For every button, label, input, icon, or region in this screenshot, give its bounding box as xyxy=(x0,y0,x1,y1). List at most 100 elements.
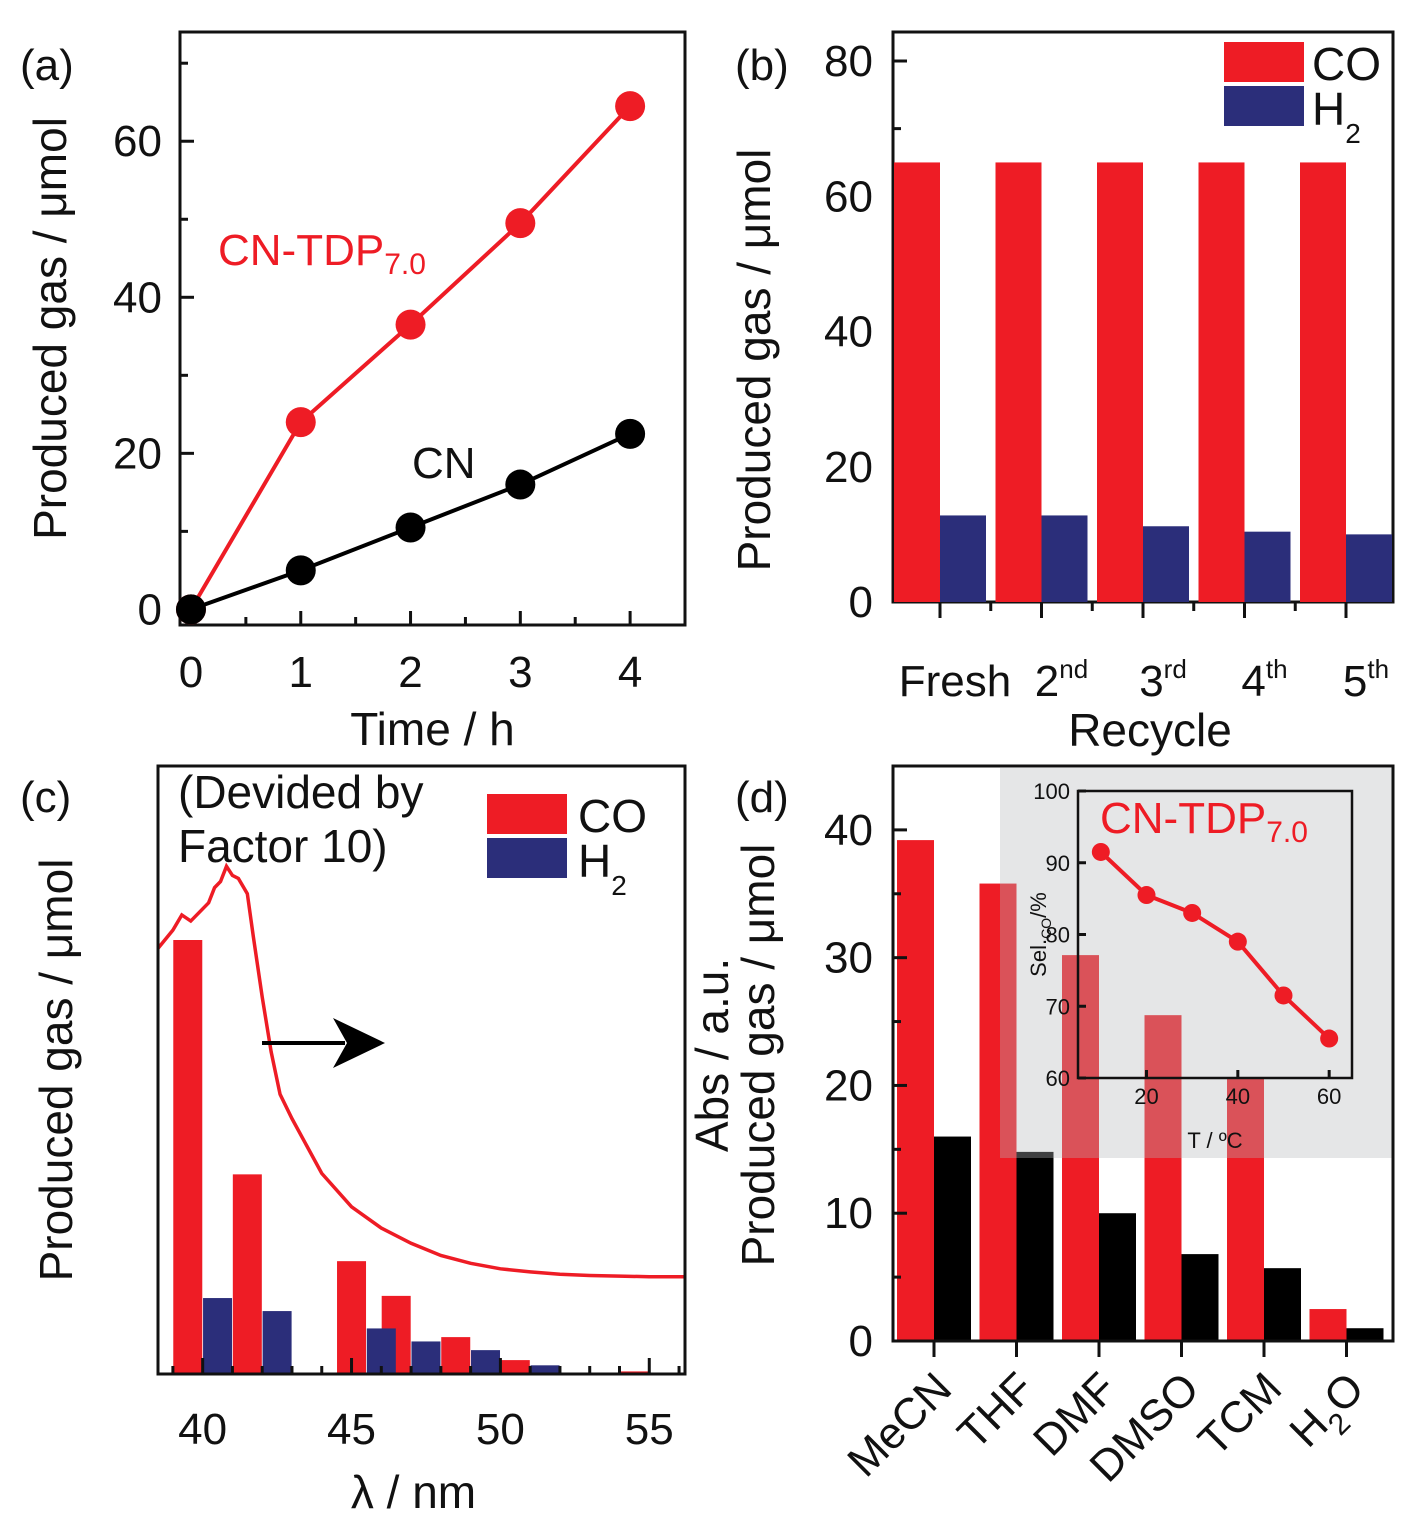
legend-swatch-co xyxy=(487,794,567,834)
inset-y-tick-label: 100 xyxy=(1033,779,1070,804)
inset-ylabel-subscript: CO xyxy=(1038,918,1054,939)
tick-superscript: rd xyxy=(1164,654,1187,684)
y-axis-label-abs: Abs / a.u. xyxy=(686,958,738,1152)
inset-y-tick-label: 80 xyxy=(1046,923,1070,948)
panel-c: (c) 40 45 50 55 λ / nm Produced gas / μmol (Dev… xyxy=(20,764,687,1518)
y-axis-label-c: Produced gas / μmol xyxy=(30,859,82,1282)
panel-label-b: (b) xyxy=(735,41,789,90)
y-axis-label-gas: Produced gas / μmol xyxy=(732,844,784,1267)
legend-label-h2: H2 xyxy=(578,835,627,901)
y-tick-label: 0 xyxy=(849,1317,873,1366)
inset-data-point xyxy=(1091,842,1110,861)
tick-base: H xyxy=(1280,1399,1337,1456)
tick-base: MeCN xyxy=(838,1363,961,1486)
x-tick-label: 1 xyxy=(289,648,313,697)
x-tick-label: 4 xyxy=(618,648,642,697)
absorbance-curve xyxy=(156,862,685,1279)
tick-tail: O xyxy=(1315,1363,1374,1422)
y-tick-label: 20 xyxy=(824,1061,873,1110)
bar-co xyxy=(500,1360,530,1374)
plot-frame-d xyxy=(891,764,1395,1343)
bar-h2 xyxy=(411,1341,441,1374)
legend-subscript: 2 xyxy=(1345,118,1361,149)
bar-co xyxy=(1309,1309,1347,1341)
x-tick-label: 50 xyxy=(476,1405,525,1454)
bar-h2 xyxy=(1181,1254,1219,1341)
inset-data-point xyxy=(1274,986,1293,1005)
x-tick-label: 45 xyxy=(327,1405,376,1454)
y-tick-label: 10 xyxy=(824,1189,873,1238)
plot-frame-c xyxy=(156,764,687,1376)
bar-co xyxy=(1062,955,1099,1341)
panel-label-a: (a) xyxy=(20,41,74,90)
legend-text: H xyxy=(578,835,611,887)
x-tick-label: Fresh xyxy=(899,657,1011,706)
inset-x-axis-label: T / ºC xyxy=(1187,1128,1242,1153)
bar-h2 xyxy=(1099,1213,1136,1341)
data-point-cn xyxy=(175,594,206,625)
bar-h2 xyxy=(530,1365,560,1374)
bar-co xyxy=(995,162,1042,602)
bar-h2 xyxy=(934,1136,971,1341)
inset-data-point xyxy=(1228,932,1247,951)
x-tick-label: H2O xyxy=(1280,1363,1381,1464)
tick-base: 2 xyxy=(1035,657,1059,706)
x-tick-label: 2nd xyxy=(1035,654,1088,706)
x-tick-label: 55 xyxy=(625,1405,674,1454)
tick-superscript: th xyxy=(1266,654,1288,684)
bar-h2 xyxy=(471,1350,501,1374)
inset-ylabel-tail: /% xyxy=(1026,892,1051,918)
bar-h2 xyxy=(1143,526,1189,602)
data-point-cn xyxy=(285,555,316,586)
bar-h2 xyxy=(1244,531,1291,602)
series-label-cn: CN xyxy=(412,439,476,488)
legend-swatch-h2 xyxy=(487,838,567,878)
y-tick-label: 0 xyxy=(849,578,873,627)
y-tick-label: 0 xyxy=(138,585,162,634)
bar-h2 xyxy=(1016,1151,1054,1341)
bar-co xyxy=(1097,162,1143,602)
inset-y-axis-label: Sel.CO/% xyxy=(1026,892,1054,977)
x-axis-label-a: Time / h xyxy=(350,703,514,755)
tick-base: THF xyxy=(948,1363,1043,1458)
legend-subscript: 2 xyxy=(611,870,627,901)
bar-co xyxy=(897,840,934,1341)
x-tick-label: 3 xyxy=(508,648,532,697)
note-line-1: (Devided by xyxy=(178,766,423,818)
x-tick-label: TCM xyxy=(1189,1363,1291,1465)
x-tick-label: 5th xyxy=(1343,654,1389,706)
series-label-cn-tdp: CN-TDP7.0 xyxy=(218,226,426,281)
y-tick-label: 60 xyxy=(824,172,873,221)
inset-y-tick-label: 60 xyxy=(1046,1066,1070,1091)
x-tick-label: MeCN xyxy=(838,1363,961,1486)
bar-h2 xyxy=(1346,534,1392,602)
legend-label-h2: H2 xyxy=(1312,83,1361,149)
series-label-name: CN-TDP xyxy=(218,226,384,275)
x-axis-label-b: Recycle xyxy=(1068,704,1232,756)
y-tick-label: 40 xyxy=(113,273,162,322)
inset-data-point xyxy=(1137,886,1156,905)
tick-base: Fresh xyxy=(899,657,1011,706)
y-tick-label: 30 xyxy=(824,934,873,983)
y-tick-label: 20 xyxy=(113,429,162,478)
inset-title-subscript: 7.0 xyxy=(1266,816,1308,849)
y-tick-label: 40 xyxy=(824,308,873,357)
bar-h2 xyxy=(940,515,986,602)
inset-y-tick-label: 70 xyxy=(1046,994,1070,1019)
x-tick-label: 0 xyxy=(179,648,203,697)
tick-base: 3 xyxy=(1139,657,1163,706)
note-line-2: Factor 10) xyxy=(178,820,388,872)
inset-x-tick-label: 40 xyxy=(1226,1084,1250,1109)
inset-background xyxy=(1000,768,1392,1158)
bar-co xyxy=(337,1261,367,1374)
bar-co xyxy=(232,1174,262,1374)
bar-h2 xyxy=(262,1311,292,1374)
bar-co xyxy=(1198,162,1245,602)
tick-superscript: th xyxy=(1367,654,1389,684)
x-tick-label: 40 xyxy=(178,1405,227,1454)
legend-text: H xyxy=(1312,83,1345,135)
data-point-cn xyxy=(505,469,536,500)
inset-x-tick-label: 20 xyxy=(1134,1084,1158,1109)
